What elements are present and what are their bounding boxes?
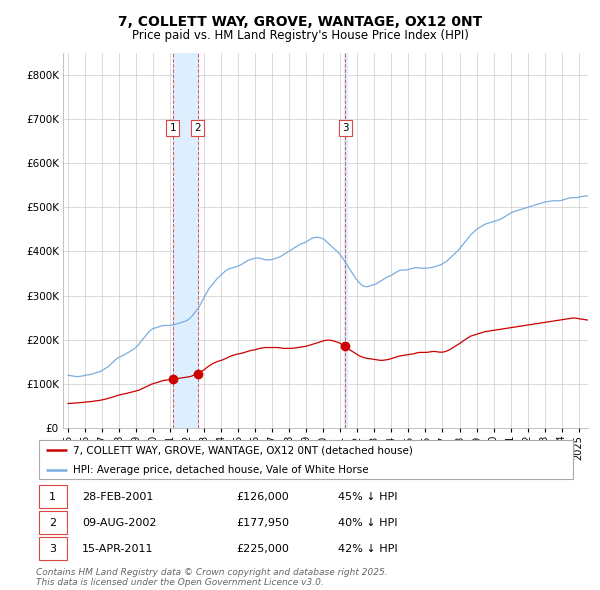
Text: 1: 1 (170, 123, 176, 133)
Text: 42% ↓ HPI: 42% ↓ HPI (338, 544, 398, 554)
Text: 40% ↓ HPI: 40% ↓ HPI (338, 518, 398, 527)
Text: 15-APR-2011: 15-APR-2011 (82, 544, 154, 554)
Text: £177,950: £177,950 (236, 518, 289, 527)
Text: £126,000: £126,000 (236, 491, 289, 502)
Text: 7, COLLETT WAY, GROVE, WANTAGE, OX12 0NT: 7, COLLETT WAY, GROVE, WANTAGE, OX12 0NT (118, 15, 482, 29)
FancyBboxPatch shape (39, 537, 67, 560)
Text: 28-FEB-2001: 28-FEB-2001 (82, 491, 153, 502)
Bar (173, 53, 197, 428)
FancyBboxPatch shape (39, 486, 67, 508)
Text: 2: 2 (49, 518, 56, 527)
Text: 45% ↓ HPI: 45% ↓ HPI (338, 491, 398, 502)
Text: 7, COLLETT WAY, GROVE, WANTAGE, OX12 0NT (detached house): 7, COLLETT WAY, GROVE, WANTAGE, OX12 0NT… (73, 445, 413, 455)
FancyBboxPatch shape (39, 512, 67, 534)
Text: 09-AUG-2002: 09-AUG-2002 (82, 518, 157, 527)
Text: 2: 2 (194, 123, 201, 133)
Text: 3: 3 (342, 123, 349, 133)
FancyBboxPatch shape (39, 440, 574, 479)
Text: HPI: Average price, detached house, Vale of White Horse: HPI: Average price, detached house, Vale… (73, 466, 368, 475)
Text: Contains HM Land Registry data © Crown copyright and database right 2025.
This d: Contains HM Land Registry data © Crown c… (36, 568, 388, 587)
Text: £225,000: £225,000 (236, 544, 289, 554)
Text: 3: 3 (49, 544, 56, 554)
Bar (344, 53, 347, 428)
Text: Price paid vs. HM Land Registry's House Price Index (HPI): Price paid vs. HM Land Registry's House … (131, 30, 469, 42)
Text: 1: 1 (49, 491, 56, 502)
